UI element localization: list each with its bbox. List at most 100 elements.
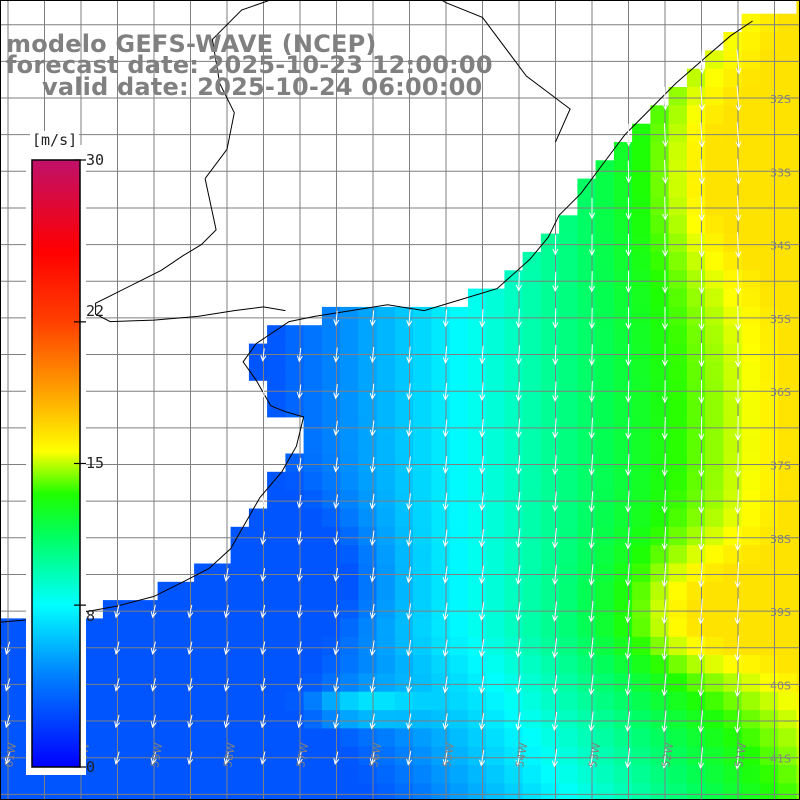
wind-cell: [741, 728, 761, 748]
wind-cell: [668, 306, 688, 326]
wind-cell: [723, 435, 743, 455]
wind-cell: [431, 435, 451, 455]
wind-cell: [84, 783, 104, 800]
wind-cell: [650, 508, 670, 528]
wind-cell: [723, 673, 743, 693]
wind-arrow: [698, 306, 705, 331]
wind-cell: [796, 691, 800, 711]
wind-arrow: [588, 454, 595, 476]
wind-cell: [11, 673, 31, 693]
wind-cell: [796, 50, 800, 70]
wind-cell: [267, 380, 286, 400]
wind-cell: [686, 526, 706, 546]
wind-cell: [358, 416, 378, 436]
wind-cell: [376, 435, 396, 455]
wind-cell: [796, 197, 800, 216]
wind-cell: [449, 453, 469, 473]
wind-cell: [559, 691, 578, 711]
wind-cell: [267, 618, 286, 638]
wind-arrow: [442, 529, 449, 548]
wind-cell: [741, 251, 761, 271]
wind-cell: [467, 435, 487, 455]
wind-cell: [321, 783, 341, 800]
title-valid-date: valid date: 2025-10-24 06:00:00: [42, 73, 483, 101]
wind-cell: [559, 545, 578, 564]
wind-cell: [796, 270, 800, 290]
wind-cell: [102, 746, 122, 766]
wind-cell: [376, 783, 396, 800]
wind-cell: [668, 87, 688, 106]
wind-cell: [650, 416, 670, 436]
wind-cell: [449, 710, 469, 729]
wind-cell: [613, 545, 633, 564]
wind-cell: [248, 581, 268, 601]
wind-cell: [632, 380, 651, 400]
wind-cell: [650, 270, 670, 290]
wind-cell: [796, 600, 800, 619]
wind-cell: [632, 490, 651, 510]
wind-cell: [230, 655, 250, 674]
wind-cell: [248, 728, 268, 748]
wind-cell: [413, 545, 432, 564]
wind-cell: [340, 416, 359, 436]
wind-cell: [340, 563, 359, 583]
wind-arrow: [333, 384, 340, 400]
wind-cell: [285, 581, 305, 601]
wind-cell: [522, 563, 542, 583]
wind-cell: [559, 215, 578, 235]
wind-cell: [705, 435, 724, 455]
wind-cell: [778, 710, 797, 729]
wind-cell: [613, 197, 633, 216]
wind-cell: [486, 471, 505, 491]
wind-cell: [321, 435, 341, 455]
wind-cell: [358, 545, 378, 564]
wind-cell: [595, 398, 615, 418]
wind-cell: [321, 343, 341, 363]
wind-cell: [157, 655, 177, 674]
wind-cell: [157, 746, 177, 766]
wind-cell: [778, 343, 797, 363]
wind-cell: [194, 600, 213, 619]
wind-cell: [741, 87, 761, 106]
wind-cell: [577, 343, 597, 363]
wind-arrow: [333, 677, 340, 693]
wind-cell: [613, 673, 633, 693]
wind-cell: [668, 398, 688, 418]
wind-cell: [376, 746, 396, 766]
wind-cell: [248, 710, 268, 729]
wind-cell: [741, 325, 761, 345]
wind-cell: [157, 710, 177, 729]
wind-arrow: [260, 604, 267, 619]
wind-cell: [778, 361, 797, 381]
wind-cell: [577, 361, 597, 381]
wind-cell: [486, 673, 505, 693]
wind-cell: [668, 105, 688, 125]
wind-cell: [668, 251, 688, 271]
wind-cell: [102, 765, 122, 784]
wind-arrow: [551, 638, 559, 659]
wind-cell: [577, 600, 597, 619]
wind-cell: [394, 673, 414, 693]
wind-cell: [559, 361, 578, 381]
wind-cell: [449, 673, 469, 693]
wind-cell: [139, 618, 159, 638]
wind-cell: [668, 691, 688, 711]
wind-cell: [121, 673, 140, 693]
wind-cell: [267, 691, 286, 711]
lon-label-59W: 59W: [148, 742, 165, 769]
colorbar-unit: [m/s]: [30, 131, 80, 149]
wind-arrow: [260, 678, 267, 692]
wind-cell: [413, 490, 432, 510]
wind-cell: [613, 251, 633, 271]
wind-cell: [759, 105, 779, 125]
wind-cell: [741, 765, 761, 784]
wind-cell: [796, 618, 800, 638]
lat-label-35S: 35S: [770, 313, 791, 326]
wind-arrow: [698, 232, 705, 258]
wind-cell: [413, 765, 432, 784]
wind-cell: [613, 160, 633, 180]
wind-cell: [632, 710, 651, 729]
latitude-labels: 32S 33S 34S 35S 36S 37S 38S 39S 40S 41S: [770, 93, 791, 766]
wind-arrow: [406, 713, 413, 730]
wind-cell: [595, 508, 615, 528]
